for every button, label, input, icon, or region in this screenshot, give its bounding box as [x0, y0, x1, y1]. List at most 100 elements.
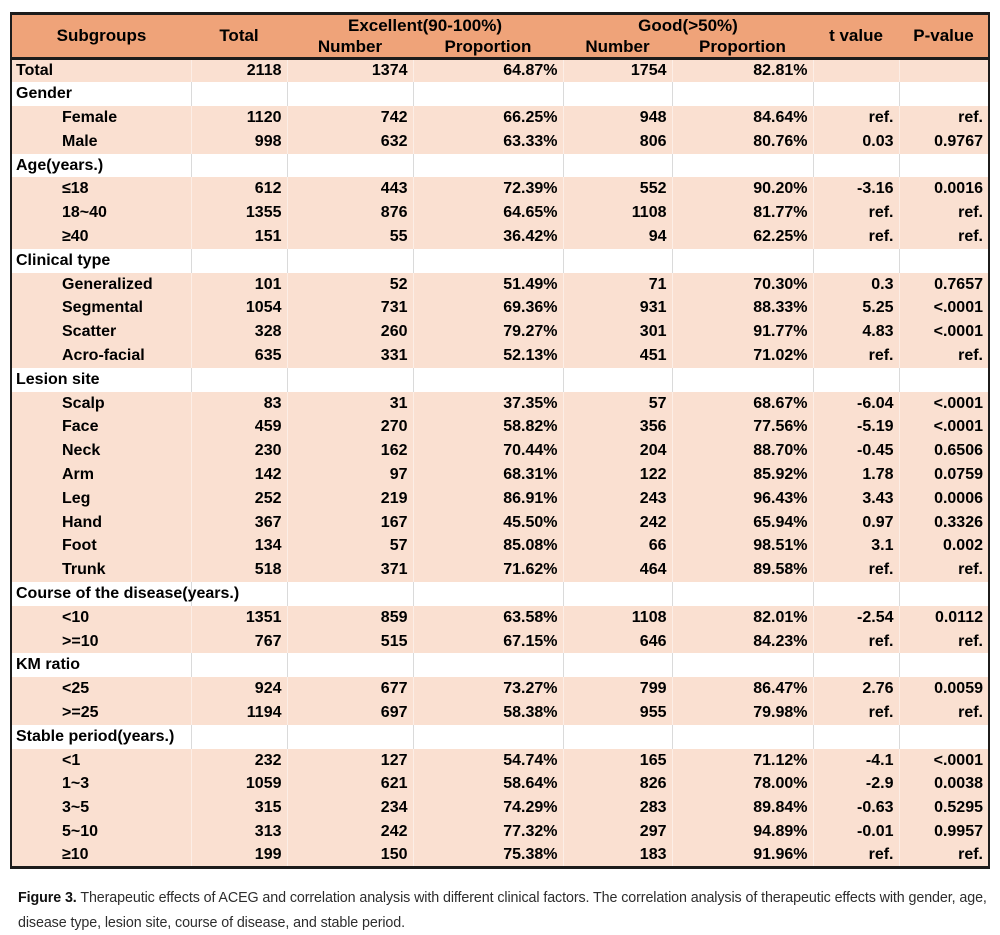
good-number: 297 — [562, 820, 672, 844]
t-value: 3.43 — [812, 486, 899, 511]
total-value: 612 — [190, 177, 287, 202]
good-number: 464 — [562, 558, 672, 583]
table-row: ≤18 612 443 72.39% 552 90.20% -3.16 0.0016 — [11, 177, 989, 202]
total-value: 1054 — [190, 296, 287, 321]
excellent-number: 859 — [286, 605, 413, 630]
table-row: Leg 252 219 86.91% 243 96.43% 3.43 0.0006 — [11, 486, 989, 511]
t-value — [812, 58, 899, 83]
table-row: Scatter 328 260 79.27% 301 91.77% 4.83 <.0001 — [11, 320, 989, 345]
good-proportion: 85.92% — [671, 463, 813, 487]
table-row: Total 2118 1374 64.87% 1754 82.81% — [11, 58, 989, 83]
subgroup-label: Acro-facial — [11, 344, 191, 368]
good-proportion: 86.47% — [671, 677, 813, 702]
good-proportion — [671, 248, 813, 273]
total-value: 313 — [190, 820, 287, 844]
p-value: ref. — [898, 629, 989, 654]
p-value: 0.0759 — [898, 463, 989, 487]
subgroup-label: >=10 — [11, 629, 191, 654]
subgroup-label: 18~40 — [11, 201, 191, 226]
subgroup-label: <1 — [11, 748, 191, 773]
good-proportion: 88.33% — [671, 296, 813, 321]
table-row: Male 998 632 63.33% 806 80.76% 0.03 0.9767 — [11, 129, 989, 154]
subgroup-category-label: Age(years.) — [11, 153, 191, 178]
excellent-proportion: 58.82% — [412, 415, 563, 440]
table-row: 5~10 313 242 77.32% 297 94.89% -0.01 0.9957 — [11, 820, 989, 844]
t-value — [812, 248, 899, 273]
excellent-proportion — [412, 582, 563, 606]
t-value: 4.83 — [812, 320, 899, 345]
good-number: 66 — [562, 534, 672, 559]
good-number: 283 — [562, 796, 672, 820]
t-value: 0.3 — [812, 272, 899, 297]
good-proportion — [671, 153, 813, 178]
excellent-proportion — [412, 153, 563, 178]
p-value: ref. — [898, 701, 989, 725]
excellent-number: 162 — [286, 439, 413, 464]
good-proportion — [671, 367, 813, 392]
t-value — [812, 582, 899, 606]
col-header-subgroups: Subgroups — [11, 13, 191, 59]
subgroup-category-label: Lesion site — [11, 367, 191, 392]
t-value: ref. — [812, 106, 899, 130]
good-proportion: 62.25% — [671, 225, 813, 249]
total-value: 367 — [190, 510, 287, 535]
good-number — [562, 367, 672, 392]
table-row: >=25 1194 697 58.38% 955 79.98% ref. ref. — [11, 701, 989, 725]
excellent-proportion: 54.74% — [412, 748, 563, 773]
p-value — [898, 724, 989, 749]
header-row-subcolumns: Number Proportion Number Proportion — [11, 36, 989, 59]
good-number: 356 — [562, 415, 672, 440]
table-row: Foot 134 57 85.08% 66 98.51% 3.1 0.002 — [11, 534, 989, 559]
p-value: 0.5295 — [898, 796, 989, 820]
table-row: >=10 767 515 67.15% 646 84.23% ref. ref. — [11, 629, 989, 654]
t-value — [812, 82, 899, 107]
table-row: 1~3 1059 621 58.64% 826 78.00% -2.9 0.0038 — [11, 772, 989, 797]
excellent-proportion — [412, 653, 563, 678]
good-number: 57 — [562, 391, 672, 416]
excellent-number: 127 — [286, 748, 413, 773]
good-number — [562, 82, 672, 107]
subgroup-label: ≥40 — [11, 225, 191, 249]
subgroup-label: Female — [11, 106, 191, 130]
good-number: 552 — [562, 177, 672, 202]
table-row: Neck 230 162 70.44% 204 88.70% -0.45 0.6506 — [11, 439, 989, 464]
total-value: 142 — [190, 463, 287, 487]
total-value: 101 — [190, 272, 287, 297]
good-number: 242 — [562, 510, 672, 535]
p-value: <.0001 — [898, 748, 989, 773]
total-value — [190, 653, 287, 678]
t-value: ref. — [812, 201, 899, 226]
subgroup-label: Segmental — [11, 296, 191, 321]
subgroup-label: Leg — [11, 486, 191, 511]
good-proportion: 89.84% — [671, 796, 813, 820]
t-value: -6.04 — [812, 391, 899, 416]
excellent-proportion: 72.39% — [412, 177, 563, 202]
excellent-number — [286, 653, 413, 678]
table-row: Hand 367 167 45.50% 242 65.94% 0.97 0.3326 — [11, 510, 989, 535]
subgroup-label: 1~3 — [11, 772, 191, 797]
t-value: -2.54 — [812, 605, 899, 630]
subgroup-label: <25 — [11, 677, 191, 702]
section-header-row: Age(years.) — [11, 153, 989, 178]
good-proportion: 89.58% — [671, 558, 813, 583]
total-value: 2118 — [190, 58, 287, 83]
good-number: 94 — [562, 225, 672, 249]
good-number: 165 — [562, 748, 672, 773]
t-value: 0.97 — [812, 510, 899, 535]
table-row: <1 232 127 54.74% 165 71.12% -4.1 <.0001 — [11, 748, 989, 773]
t-value: 5.25 — [812, 296, 899, 321]
good-proportion: 91.96% — [671, 843, 813, 868]
good-number: 122 — [562, 463, 672, 487]
excellent-number: 515 — [286, 629, 413, 654]
good-proportion: 88.70% — [671, 439, 813, 464]
excellent-proportion: 79.27% — [412, 320, 563, 345]
section-header-row: KM ratio — [11, 653, 989, 678]
excellent-number: 219 — [286, 486, 413, 511]
good-proportion: 71.12% — [671, 748, 813, 773]
t-value: -0.63 — [812, 796, 899, 820]
good-number: 806 — [562, 129, 672, 154]
p-value: 0.0059 — [898, 677, 989, 702]
excellent-number: 31 — [286, 391, 413, 416]
p-value: 0.0006 — [898, 486, 989, 511]
total-value: 328 — [190, 320, 287, 345]
